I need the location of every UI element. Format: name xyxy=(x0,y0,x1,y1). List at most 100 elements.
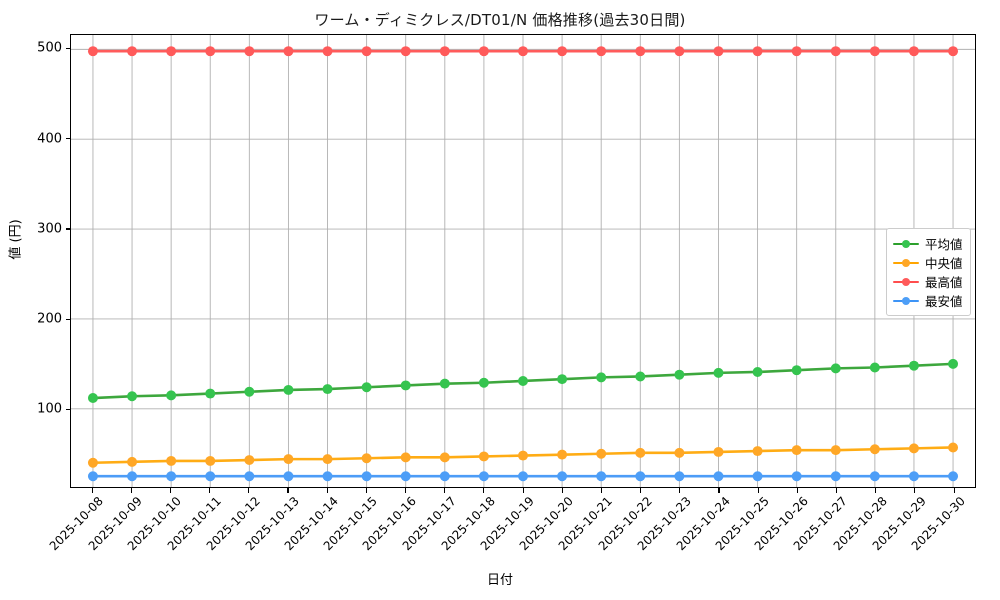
data-point-marker xyxy=(478,471,489,482)
data-point-marker xyxy=(87,46,98,57)
data-point-marker xyxy=(674,471,685,482)
legend-marker-icon xyxy=(893,295,919,307)
data-point-marker xyxy=(127,391,138,402)
data-point-marker xyxy=(713,46,724,57)
x-tick-mark xyxy=(91,488,93,493)
data-point-marker xyxy=(518,375,528,386)
data-point-marker xyxy=(283,471,294,482)
data-point-marker xyxy=(283,384,294,395)
data-point-marker xyxy=(830,445,841,456)
data-point-marker xyxy=(948,471,959,482)
data-point-marker xyxy=(166,46,177,57)
data-point-marker xyxy=(87,471,98,482)
chart-title: ワーム・ディミクレス/DT01/N 価格推移(過去30日間) xyxy=(314,11,686,29)
x-tick-mark xyxy=(522,488,524,493)
data-point-marker xyxy=(752,471,763,482)
x-tick-mark xyxy=(404,488,407,493)
x-tick-mark xyxy=(953,488,955,493)
data-point-marker xyxy=(518,46,528,57)
data-point-marker xyxy=(635,471,646,482)
y-tick-label: 400 xyxy=(37,131,62,147)
data-point-marker xyxy=(439,452,450,463)
x-tick-mark xyxy=(365,488,367,493)
data-point-marker xyxy=(557,46,568,57)
data-point-marker xyxy=(635,447,646,458)
data-point-marker xyxy=(322,454,333,465)
data-point-marker xyxy=(400,46,411,57)
data-point-marker xyxy=(596,471,607,482)
data-point-marker xyxy=(322,471,333,482)
data-point-marker xyxy=(361,46,372,57)
data-point-marker xyxy=(869,362,880,373)
data-point-marker xyxy=(791,471,802,482)
x-tick-mark xyxy=(483,488,485,493)
data-point-marker xyxy=(439,46,450,57)
data-point-marker xyxy=(439,471,450,482)
data-point-marker xyxy=(752,46,763,57)
data-point-marker xyxy=(557,374,568,385)
data-point-marker xyxy=(908,46,919,57)
data-point-marker xyxy=(244,455,255,466)
data-point-marker xyxy=(674,447,685,458)
data-point-marker xyxy=(322,46,333,57)
data-point-marker xyxy=(400,380,411,391)
data-point-marker xyxy=(439,378,450,389)
data-point-marker xyxy=(830,46,841,57)
data-point-marker xyxy=(713,446,724,457)
data-point-marker xyxy=(830,471,841,482)
x-tick-mark xyxy=(757,488,759,493)
data-point-marker xyxy=(830,363,841,374)
x-tick-mark xyxy=(326,488,328,493)
legend-marker-icon xyxy=(893,257,919,269)
x-tick-mark xyxy=(679,488,681,493)
data-point-marker xyxy=(908,471,919,482)
y-tick-label: 300 xyxy=(37,221,62,237)
legend-item[interactable]: 最安値 xyxy=(893,291,963,310)
data-series-layer xyxy=(87,46,959,482)
x-axis-label: 日付 xyxy=(486,573,513,588)
x-tick-mark xyxy=(718,488,720,493)
data-point-marker xyxy=(205,471,216,482)
x-tick-mark xyxy=(287,488,289,493)
data-point-marker xyxy=(518,450,528,461)
data-point-marker xyxy=(283,454,294,465)
data-point-marker xyxy=(400,471,411,482)
data-point-marker xyxy=(244,46,255,57)
data-point-marker xyxy=(127,46,138,57)
data-point-marker xyxy=(518,471,528,482)
legend-item[interactable]: 平均値 xyxy=(893,234,963,253)
data-point-marker xyxy=(478,46,489,57)
legend-marker-icon xyxy=(893,276,919,288)
data-point-marker xyxy=(869,444,880,455)
y-tick-label: 200 xyxy=(37,311,62,327)
y-tick-label: 500 xyxy=(37,40,62,56)
x-tick-mark xyxy=(600,488,602,493)
x-tick-mark xyxy=(130,488,132,493)
data-point-marker xyxy=(244,386,255,397)
data-point-marker xyxy=(596,372,607,383)
data-point-marker xyxy=(596,448,607,459)
data-point-marker xyxy=(948,46,959,57)
legend-item[interactable]: 中央値 xyxy=(893,253,963,272)
x-tick-mark xyxy=(835,488,838,493)
data-point-marker xyxy=(166,471,177,482)
y-tick-mark xyxy=(65,47,70,50)
data-point-marker xyxy=(752,367,763,377)
x-tick-mark xyxy=(875,488,877,493)
legend-item[interactable]: 最高値 xyxy=(893,272,963,291)
x-axis-tick-marks xyxy=(70,488,976,494)
data-point-marker xyxy=(948,442,959,453)
y-axis-label: 値 (円) xyxy=(8,219,24,260)
data-point-marker xyxy=(557,449,568,460)
y-tick-mark xyxy=(65,138,70,140)
data-point-marker xyxy=(205,455,216,466)
y-axis-tick-labels: 100 200 300 400 500 xyxy=(0,34,62,488)
y-tick-mark xyxy=(65,318,70,320)
data-point-marker xyxy=(205,46,216,57)
data-point-marker xyxy=(674,369,685,380)
data-point-marker xyxy=(166,390,177,401)
data-point-marker xyxy=(791,445,802,456)
data-point-marker xyxy=(713,367,724,378)
y-tick-mark xyxy=(65,228,70,230)
